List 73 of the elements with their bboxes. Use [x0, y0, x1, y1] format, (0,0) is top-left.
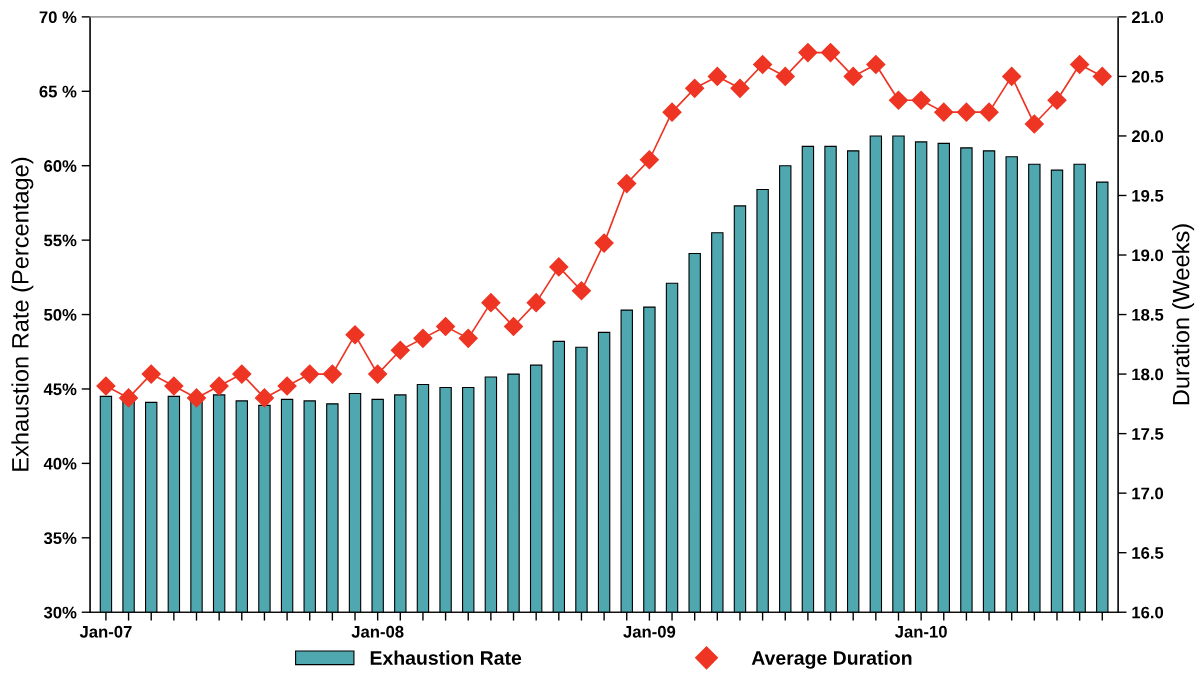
- point: [730, 78, 750, 98]
- y-tick-label: 35%: [43, 532, 77, 545]
- y-axis-title: Exhaustion Rate (Percentage): [11, 157, 34, 471]
- point: [866, 54, 886, 75]
- y-tick-label: 65 %: [39, 85, 77, 98]
- point: [368, 364, 388, 384]
- point: [753, 54, 773, 75]
- point: [662, 102, 682, 122]
- point: [888, 90, 909, 110]
- point: [571, 281, 591, 301]
- y2-tick-label: 18.5: [1132, 308, 1164, 321]
- point: [458, 328, 478, 348]
- legend-label: Average Duration: [751, 650, 912, 669]
- point: [979, 102, 999, 122]
- point: [798, 43, 818, 63]
- point: [1092, 66, 1112, 86]
- point: [345, 325, 365, 345]
- point: [413, 328, 433, 348]
- x-tick-label: Jan-09: [623, 625, 676, 638]
- point: [775, 66, 795, 86]
- point: [1070, 54, 1090, 75]
- y-tick-label: 30%: [43, 606, 77, 619]
- y2-tick-label: 17.0: [1132, 487, 1164, 500]
- point: [956, 102, 976, 122]
- y-tick-label: 50%: [44, 308, 77, 321]
- y2-tick-label: 19.5: [1132, 189, 1164, 202]
- point: [141, 364, 161, 384]
- point: [617, 174, 637, 194]
- y2-axis-title: Duration (Weeks): [1172, 224, 1195, 405]
- point: [707, 66, 727, 86]
- point: [821, 43, 841, 63]
- y2-tick-label: 20.5: [1131, 70, 1164, 83]
- point: [503, 316, 524, 336]
- point: [322, 364, 342, 384]
- y-tick-label: 45%: [43, 383, 77, 396]
- point: [436, 316, 456, 336]
- y2-tick-label: 20.0: [1131, 130, 1164, 143]
- point: [549, 257, 569, 277]
- x-tick-label: Jan-08: [351, 625, 404, 638]
- point: [481, 293, 501, 313]
- y2-tick-label: 16.0: [1132, 606, 1164, 619]
- point: [390, 340, 410, 360]
- point: [911, 90, 931, 110]
- y2-tick-label: 21.0: [1131, 11, 1164, 24]
- point: [96, 376, 116, 396]
- point: [164, 376, 184, 396]
- point: [119, 388, 139, 408]
- y-tick-label: 60%: [44, 160, 77, 172]
- point: [594, 233, 614, 253]
- legend-label: Exhaustion Rate: [370, 650, 522, 665]
- y2-tick-label: 19.0: [1132, 249, 1164, 262]
- point: [1024, 114, 1044, 134]
- point: [1002, 66, 1022, 86]
- y-tick-label: 70 %: [39, 11, 77, 24]
- y2-tick-label: 17.5: [1132, 428, 1164, 440]
- x-tick-label: Jan-07: [79, 625, 132, 638]
- point: [843, 66, 863, 86]
- y-tick-label: 55%: [44, 234, 77, 247]
- point: [685, 78, 705, 98]
- point: [186, 388, 207, 408]
- point: [300, 364, 320, 384]
- point: [254, 388, 274, 408]
- y-tick-label: 40%: [43, 457, 77, 470]
- point: [232, 364, 252, 384]
- point: [1047, 90, 1067, 110]
- point: [209, 376, 229, 396]
- y2-tick-label: 18.0: [1132, 368, 1164, 381]
- point: [639, 150, 659, 170]
- point: [934, 102, 954, 122]
- point: [277, 376, 297, 396]
- point: [526, 293, 546, 313]
- x-tick-label: Jan-10: [894, 625, 947, 638]
- y2-tick-label: 16.5: [1132, 547, 1164, 559]
